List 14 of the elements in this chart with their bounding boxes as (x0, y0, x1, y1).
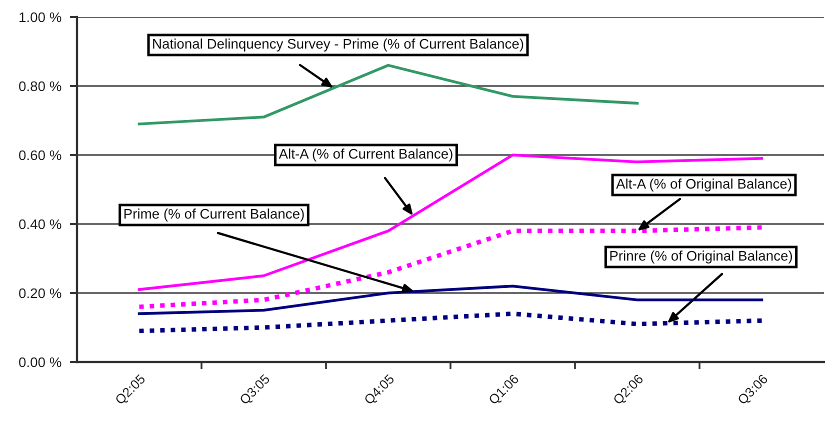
y-tick-label: 0.80 % (19, 81, 62, 92)
series-label: Alt-A (% of Current Balance) (278, 148, 452, 162)
text: Prinre (% of Original Balance) (610, 250, 792, 264)
line-series (138, 64, 639, 126)
y-tick-label: 0.20 % (19, 288, 62, 298)
y-tick-label: 0.40 % (19, 219, 62, 230)
text: Alt-A (% of Original Balance) (616, 178, 792, 192)
line-series (138, 284, 764, 316)
line-series (137, 311, 764, 334)
text: Prime (% of Current Balance) (124, 208, 304, 222)
y-tick-label: 0.00 % (19, 357, 62, 368)
y-tick-label: 0.60 % (19, 150, 62, 160)
text: National Delinquency Survey - Prime (% of Current Balance) (153, 38, 524, 52)
y-tick-label: 1.00 % (20, 12, 62, 22)
